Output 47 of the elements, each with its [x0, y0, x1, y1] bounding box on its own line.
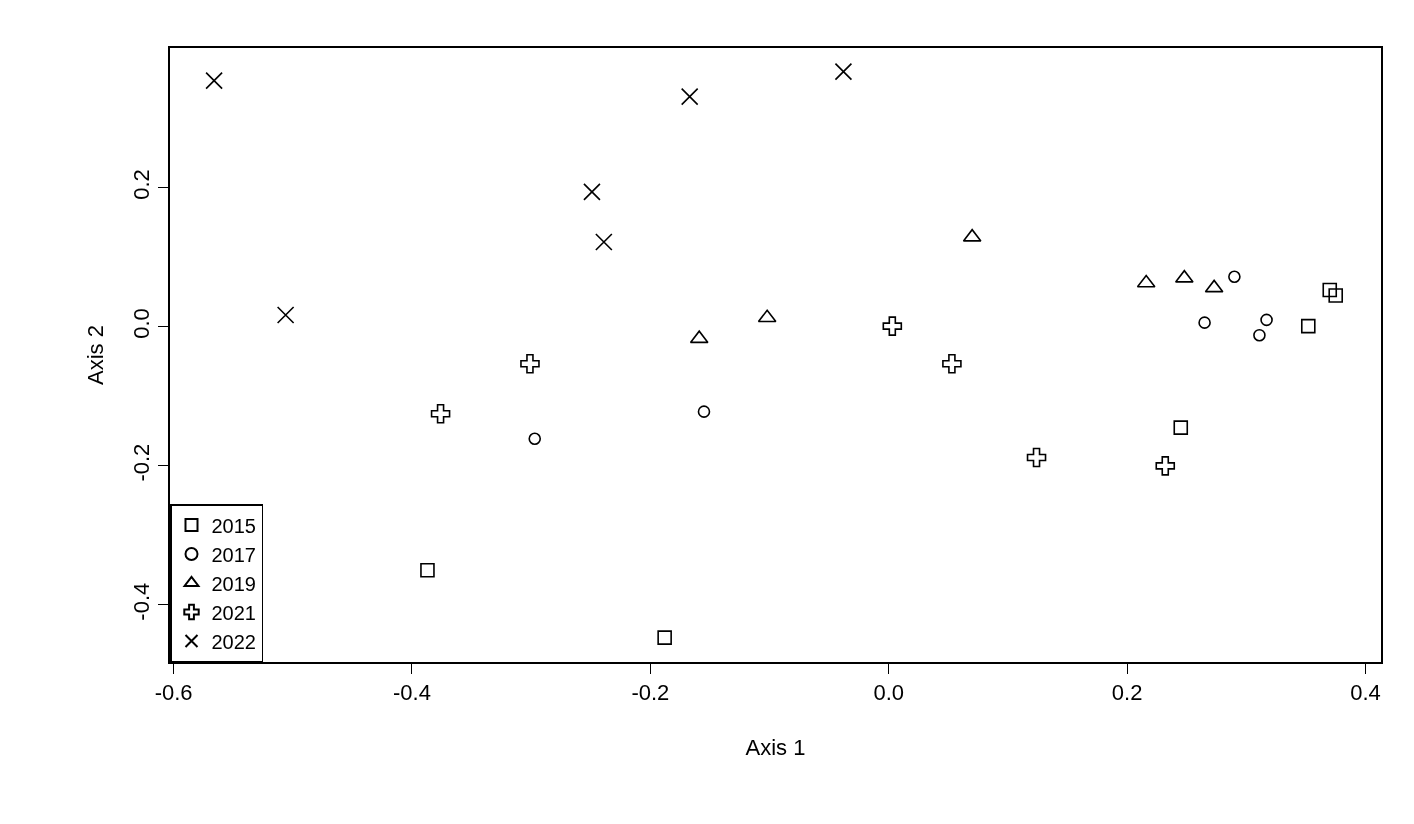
point [205, 71, 223, 90]
point [1300, 318, 1316, 334]
point [520, 353, 540, 374]
point [689, 330, 709, 344]
legend-label: 2015 [211, 514, 256, 537]
legend-label: 2019 [211, 572, 256, 595]
x-axis-title: Axis 1 [745, 734, 806, 760]
x-tick-label: -0.2 [631, 680, 670, 706]
point [680, 87, 699, 106]
point [583, 183, 601, 201]
point [1136, 274, 1156, 288]
point [1026, 447, 1047, 468]
y-tick-label: 0.0 [129, 308, 155, 339]
x-tick-label: 0.0 [873, 680, 905, 706]
x-tick-label: 0.2 [1111, 680, 1143, 706]
point [528, 432, 542, 446]
point [1173, 420, 1189, 435]
y-axis-title: Axis 2 [82, 325, 108, 385]
x-tick-label: -0.6 [154, 680, 193, 706]
point [942, 353, 962, 374]
point [1228, 270, 1241, 284]
legend-label: 2021 [211, 601, 256, 624]
point [276, 306, 295, 324]
point [1174, 269, 1194, 283]
point [834, 62, 853, 81]
x-tick-label: 0.4 [1350, 680, 1381, 706]
legend-label: 2022 [211, 630, 256, 653]
point [595, 233, 613, 251]
point [430, 403, 451, 424]
y-tick-label: -0.4 [129, 582, 155, 621]
point [1322, 282, 1338, 298]
x-tick-label: -0.4 [393, 680, 431, 706]
point [657, 630, 672, 645]
point [1260, 313, 1273, 327]
legend-label: 2017 [211, 543, 256, 566]
point [882, 316, 903, 336]
point [697, 405, 711, 418]
point [962, 228, 982, 242]
point [1204, 279, 1224, 293]
y-tick-label: 0.2 [129, 169, 155, 200]
y-tick-label: -0.2 [129, 443, 155, 482]
point [420, 562, 435, 578]
point [1155, 456, 1176, 476]
point [1198, 316, 1211, 329]
point [1253, 328, 1266, 342]
point [1328, 288, 1344, 303]
point [757, 309, 777, 323]
